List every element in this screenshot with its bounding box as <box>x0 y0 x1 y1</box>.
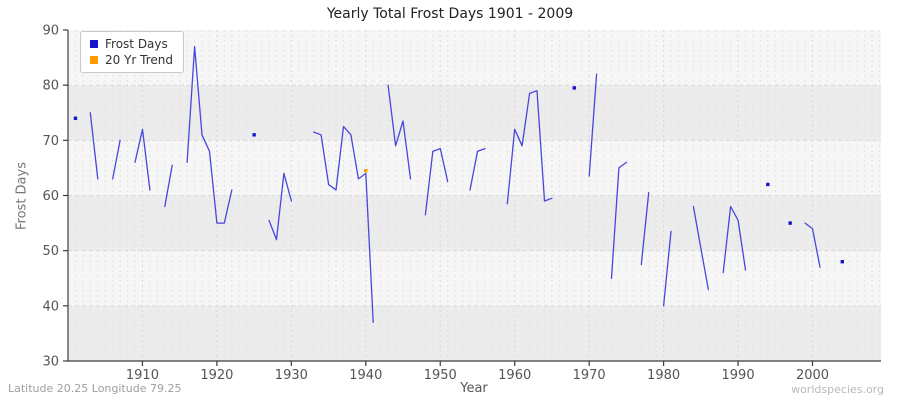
series-frost-days <box>73 45 844 324</box>
data-line <box>506 90 553 205</box>
data-point-marker <box>840 260 844 264</box>
y-tick-label: 30 <box>42 355 59 370</box>
data-point-marker <box>788 221 792 225</box>
plot-bands <box>68 30 881 361</box>
trend-swatch-icon <box>90 56 98 64</box>
x-axis-label: Year <box>460 381 488 396</box>
y-tick-label: 40 <box>42 299 59 314</box>
data-line <box>89 112 99 180</box>
data-line <box>662 230 672 307</box>
data-line <box>186 45 233 224</box>
x-tick-label: 1970 <box>573 368 606 383</box>
y-axis-label: Frost Days <box>14 162 30 230</box>
data-line <box>610 161 628 279</box>
frost-days-swatch-icon <box>90 40 98 48</box>
legend-label-20yr-trend: 20 Yr Trend <box>105 53 174 67</box>
axes: 30 40 50 60 70 80 90 1910 1920 1930 1940 1950 1960 19… <box>42 24 881 383</box>
y-tick-label: 80 <box>42 79 59 94</box>
data-line <box>588 73 598 177</box>
x-tick-label: 1930 <box>275 368 308 383</box>
x-tick-label: 1920 <box>200 368 233 383</box>
x-tick-label: 2000 <box>796 368 829 383</box>
data-point-marker <box>252 133 256 137</box>
y-tick-label: 50 <box>42 244 59 259</box>
data-line <box>387 84 412 180</box>
y-tick-label: 90 <box>42 24 59 39</box>
watermark-label: worldspecies.org <box>791 383 884 396</box>
x-tick-label: 1980 <box>647 368 680 383</box>
data-line <box>469 147 486 191</box>
data-line <box>804 222 821 268</box>
data-point-marker <box>572 86 576 90</box>
data-line <box>692 205 709 290</box>
x-tick-label: 1960 <box>498 368 531 383</box>
data-line <box>424 147 449 216</box>
horizontal-gridlines <box>68 84 881 307</box>
legend-box: Frost Days 20 Yr Trend <box>80 31 185 73</box>
legend-item-frost-days: Frost Days <box>90 37 173 51</box>
data-point-marker <box>364 168 368 173</box>
data-point-marker <box>766 182 770 187</box>
data-line <box>164 164 173 208</box>
latitude-longitude-label: Latitude 20.25 Longitude 79.25 <box>8 382 182 395</box>
x-tick-label: 1990 <box>722 368 755 383</box>
data-line <box>112 139 121 180</box>
x-tick-label: 1950 <box>424 368 457 383</box>
chart-title: Yearly Total Frost Days 1901 - 2009 <box>326 6 574 22</box>
legend-label-frost-days: Frost Days <box>105 37 168 51</box>
data-line <box>134 128 151 191</box>
data-line <box>640 192 650 266</box>
data-line <box>722 205 747 274</box>
x-tick-label: 1910 <box>126 368 159 383</box>
data-line <box>313 125 374 324</box>
y-tick-label: 70 <box>42 134 59 149</box>
x-tick-label: 1940 <box>349 368 382 383</box>
y-tick-label: 60 <box>42 189 59 204</box>
series-20-yr-trend <box>364 168 368 173</box>
legend-item-20yr-trend: 20 Yr Trend <box>90 53 173 67</box>
data-line <box>268 172 293 241</box>
data-point-marker <box>73 116 78 120</box>
